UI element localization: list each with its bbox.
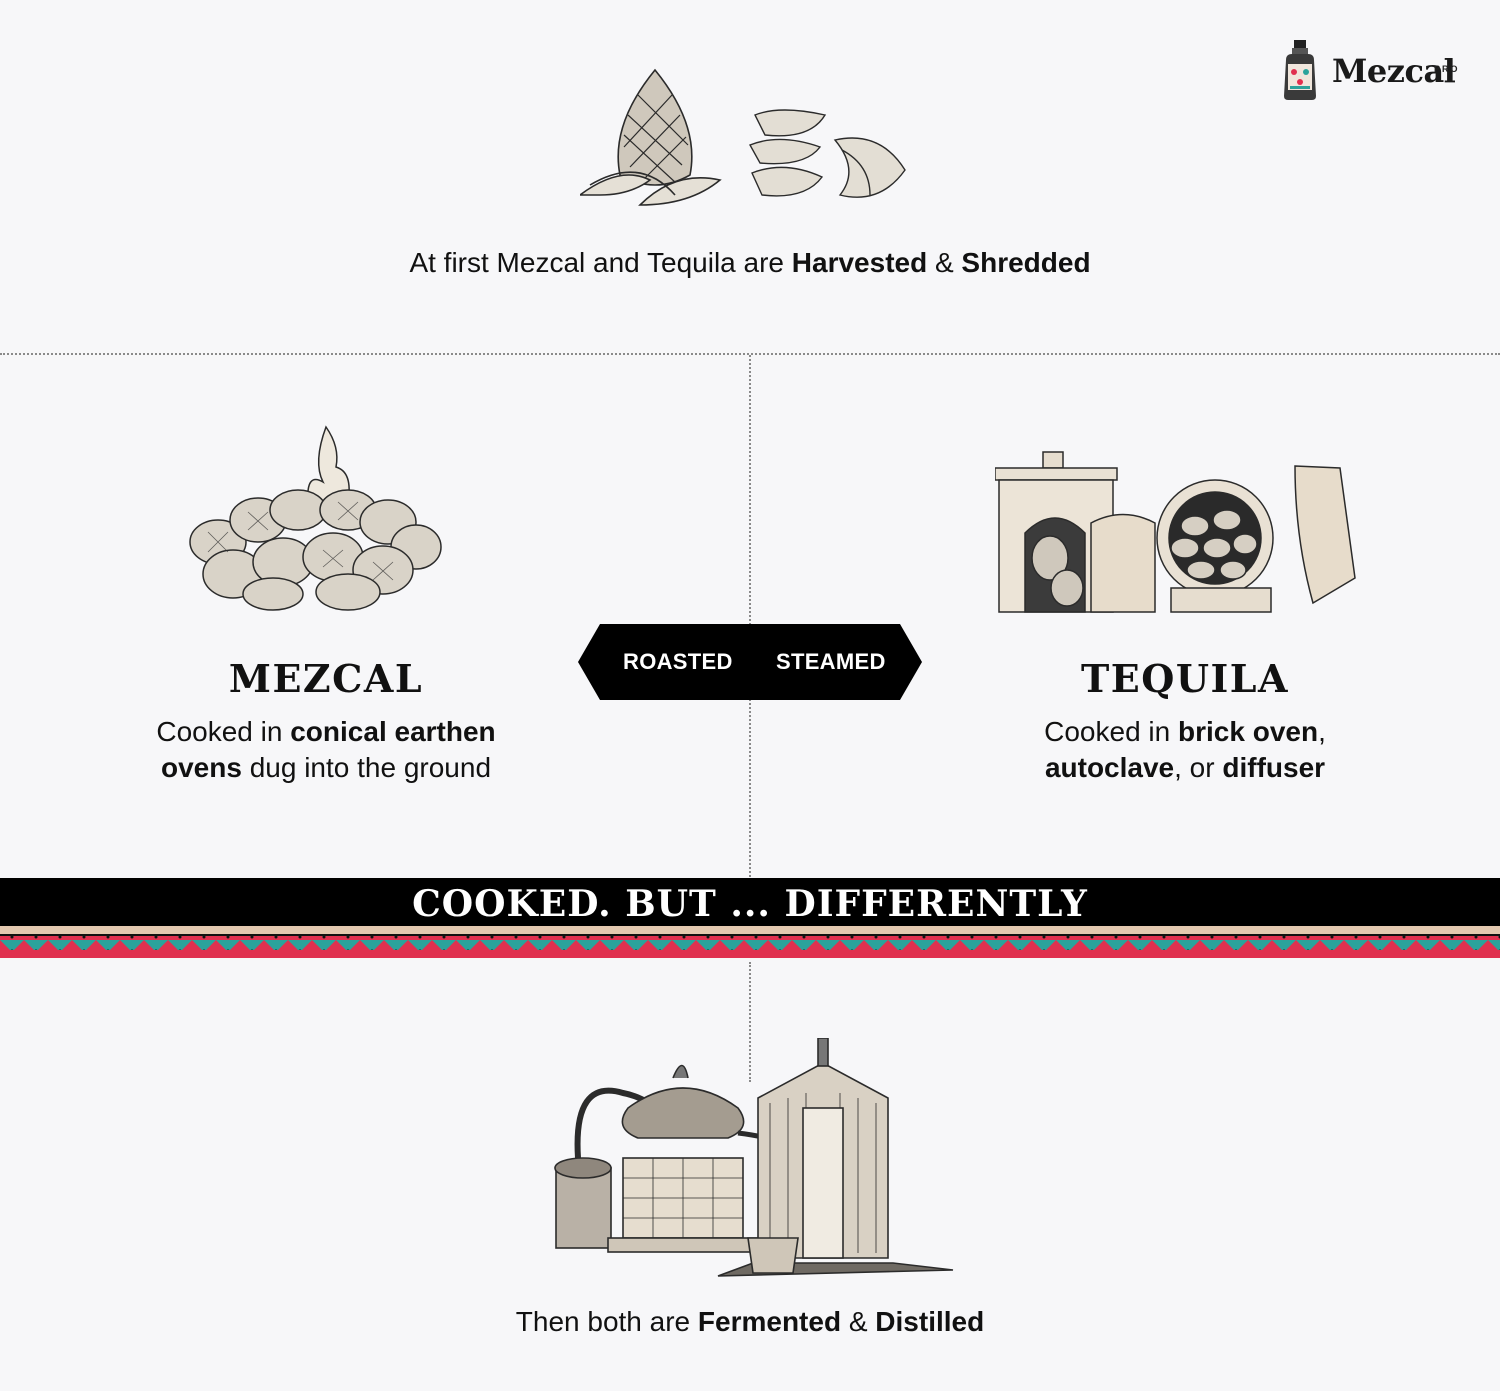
tequila-description: Cooked in brick oven, autoclave, or diff…	[935, 714, 1435, 786]
badge-steamed: STEAMED	[776, 649, 886, 674]
mezcal-title: MEZCAL	[228, 656, 424, 701]
top-caption-amp: &	[927, 247, 962, 278]
bottom-caption-distilled: Distilled	[875, 1306, 985, 1337]
decorative-stripe	[0, 926, 1500, 958]
mezcal-line2-bold: ovens	[160, 752, 242, 783]
tequila-line1-text: Cooked in	[1044, 716, 1179, 747]
vertical-divider-bottom	[749, 962, 751, 1082]
brand-suffix: PRO	[1434, 64, 1460, 74]
top-caption-harvested: Harvested	[791, 247, 928, 278]
mezcal-line1-bold: conical earthen	[290, 716, 496, 747]
tequila-line2-or: , or	[1174, 752, 1223, 783]
tequila-line2-autoclave: autoclave	[1044, 752, 1175, 783]
bottom-caption: Then both are Fermented & Distilled	[0, 1304, 1500, 1340]
badge-shape	[578, 624, 922, 700]
agave-pina-icon	[580, 68, 906, 206]
brand-name: Mezcal	[1332, 52, 1456, 90]
tequila-line1-bold: brick oven	[1178, 716, 1319, 747]
roasted-steamed-badge: ROASTED STEAMED	[578, 624, 922, 700]
top-caption: At first Mezcal and Tequila are Harveste…	[0, 245, 1500, 281]
mezcal-line1-text: Cooked in	[156, 716, 291, 747]
top-caption-text: At first Mezcal and Tequila are	[409, 247, 792, 278]
vertical-divider-top	[749, 355, 751, 877]
top-caption-shredded: Shredded	[961, 247, 1091, 278]
bottom-caption-text: Then both are	[515, 1306, 698, 1337]
bottle-icon	[1284, 40, 1316, 100]
earthen-pit-oven-icon	[189, 425, 442, 611]
still-and-fermentation-tank-icon	[554, 1038, 954, 1277]
mezcal-description: Cooked in conical earthen ovens dug into…	[76, 714, 576, 786]
section-banner: COOKED. BUT ... DIFFERENTLY	[0, 878, 1500, 930]
brick-oven-autoclave-icon	[995, 451, 1356, 613]
brand-logo[interactable]: Mezcal PRO	[1278, 38, 1478, 102]
badge-roasted: ROASTED	[623, 649, 733, 674]
mezcal-line2-text: dug into the ground	[241, 752, 492, 783]
horizontal-divider	[0, 353, 1500, 355]
tequila-line1-comma: ,	[1318, 716, 1326, 747]
banner-title: COOKED. BUT ... DIFFERENTLY	[412, 883, 1088, 925]
bottom-caption-amp: &	[841, 1306, 876, 1337]
tequila-line2-diffuser: diffuser	[1222, 752, 1326, 783]
bottom-caption-fermented: Fermented	[697, 1306, 842, 1337]
tequila-title: TEQUILA	[1081, 656, 1289, 701]
